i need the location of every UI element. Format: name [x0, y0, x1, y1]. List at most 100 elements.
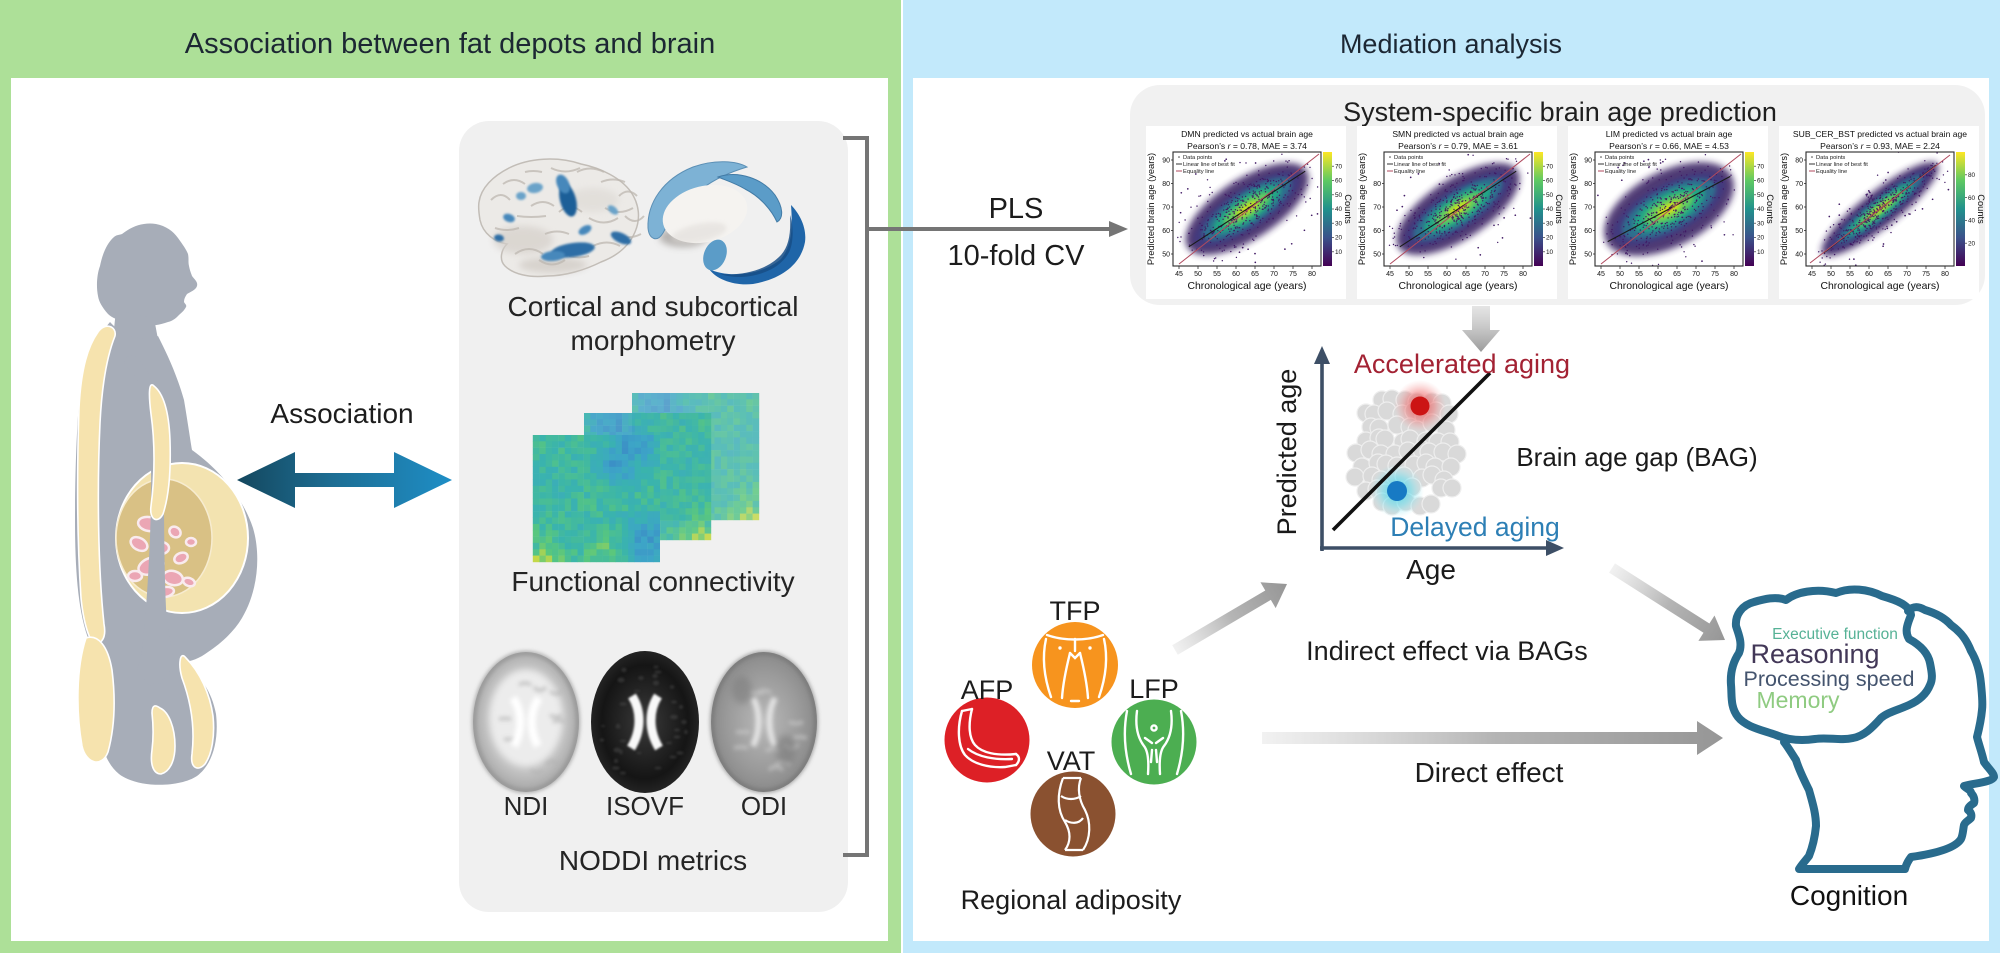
- svg-text:Data points: Data points: [1605, 155, 1634, 161]
- svg-text:PLS: PLS: [989, 193, 1044, 225]
- svg-text:60: 60: [1335, 178, 1343, 185]
- svg-text:50: 50: [1827, 271, 1835, 278]
- svg-text:55: 55: [1213, 271, 1221, 278]
- svg-text:60: 60: [1757, 178, 1765, 185]
- svg-text:Linear line of best fit: Linear line of best fit: [1183, 162, 1235, 168]
- svg-text:80: 80: [1941, 271, 1949, 278]
- svg-text:50: 50: [1616, 271, 1624, 278]
- svg-text:65: 65: [1251, 271, 1259, 278]
- svg-text:55: 55: [1424, 271, 1432, 278]
- svg-text:80: 80: [1308, 271, 1316, 278]
- svg-text:20: 20: [1968, 240, 1976, 247]
- svg-text:10: 10: [1546, 249, 1554, 256]
- svg-text:10-fold CV: 10-fold CV: [947, 240, 1085, 272]
- svg-text:Accelerated aging: Accelerated aging: [1354, 349, 1570, 379]
- svg-text:80: 80: [1519, 271, 1527, 278]
- svg-text:45: 45: [1597, 271, 1605, 278]
- svg-text:Equality line: Equality line: [1816, 169, 1847, 175]
- svg-text:LFP: LFP: [1129, 674, 1179, 704]
- svg-text:50: 50: [1546, 192, 1554, 199]
- svg-text:55: 55: [1846, 271, 1854, 278]
- svg-text:70: 70: [1903, 271, 1911, 278]
- svg-text:55: 55: [1635, 271, 1643, 278]
- svg-text:20: 20: [1335, 235, 1343, 242]
- svg-text:SUB_CER_BST predicted vs actua: SUB_CER_BST predicted vs actual brain ag…: [1793, 129, 1967, 139]
- svg-text:morphometry: morphometry: [571, 325, 736, 356]
- svg-text:Predicted brain age (years): Predicted brain age (years): [1568, 153, 1578, 265]
- svg-text:70: 70: [1335, 164, 1343, 171]
- svg-text:NDI: NDI: [504, 791, 549, 821]
- svg-text:65: 65: [1673, 271, 1681, 278]
- svg-text:Predicted brain age (years): Predicted brain age (years): [1779, 153, 1789, 265]
- svg-text:80: 80: [1795, 157, 1803, 164]
- svg-text:TFP: TFP: [1050, 596, 1101, 626]
- svg-text:70: 70: [1373, 204, 1381, 211]
- svg-text:60: 60: [1654, 271, 1662, 278]
- svg-text:Counts: Counts: [1343, 194, 1353, 224]
- svg-text:40: 40: [1546, 206, 1554, 213]
- svg-text:Brain age gap (BAG): Brain age gap (BAG): [1516, 442, 1757, 472]
- svg-text:Regional adiposity: Regional adiposity: [961, 885, 1182, 915]
- svg-text:75: 75: [1289, 271, 1297, 278]
- svg-text:System-specific brain age pred: System-specific brain age prediction: [1343, 97, 1777, 127]
- svg-text:Equality line: Equality line: [1183, 169, 1214, 175]
- svg-text:40: 40: [1335, 206, 1343, 213]
- svg-text:50: 50: [1335, 192, 1343, 199]
- svg-text:Pearson’s r = 0.93, MAE = 2.24: Pearson’s r = 0.93, MAE = 2.24: [1820, 141, 1940, 151]
- svg-text:Chronological age (years): Chronological age (years): [1610, 281, 1729, 292]
- svg-text:SMN predicted vs actual brain: SMN predicted vs actual brain age: [1392, 129, 1524, 139]
- svg-text:Chronological age (years): Chronological age (years): [1821, 281, 1940, 292]
- svg-text:Reasoning: Reasoning: [1750, 639, 1879, 669]
- svg-text:60: 60: [1584, 228, 1592, 235]
- svg-text:Association between fat depots: Association between fat depots and brain: [185, 28, 715, 60]
- svg-text:Pearson’s r = 0.79, MAE = 3.61: Pearson’s r = 0.79, MAE = 3.61: [1398, 141, 1518, 151]
- svg-text:40: 40: [1795, 251, 1803, 258]
- svg-text:60: 60: [1162, 228, 1170, 235]
- svg-text:80: 80: [1730, 271, 1738, 278]
- svg-text:Counts: Counts: [1765, 194, 1775, 224]
- svg-text:Counts: Counts: [1976, 194, 1986, 224]
- svg-text:70: 70: [1584, 204, 1592, 211]
- svg-text:70: 70: [1481, 271, 1489, 278]
- svg-text:Equality line: Equality line: [1394, 169, 1425, 175]
- svg-text:90: 90: [1162, 157, 1170, 164]
- svg-text:Chronological age (years): Chronological age (years): [1188, 281, 1307, 292]
- svg-text:Linear line of best fit: Linear line of best fit: [1605, 162, 1657, 168]
- svg-text:60: 60: [1373, 228, 1381, 235]
- svg-text:Counts: Counts: [1554, 194, 1564, 224]
- svg-text:50: 50: [1373, 251, 1381, 258]
- svg-text:Mediation analysis: Mediation analysis: [1340, 29, 1562, 59]
- svg-text:45: 45: [1175, 271, 1183, 278]
- svg-text:Direct effect: Direct effect: [1415, 757, 1564, 788]
- svg-text:75: 75: [1922, 271, 1930, 278]
- svg-text:80: 80: [1162, 181, 1170, 188]
- svg-text:70: 70: [1270, 271, 1278, 278]
- svg-text:30: 30: [1757, 221, 1765, 228]
- svg-text:65: 65: [1462, 271, 1470, 278]
- svg-text:Pearson’s r = 0.78, MAE = 3.74: Pearson’s r = 0.78, MAE = 3.74: [1187, 141, 1307, 151]
- svg-text:70: 70: [1692, 271, 1700, 278]
- svg-text:60: 60: [1865, 271, 1873, 278]
- svg-text:Chronological age (years): Chronological age (years): [1399, 281, 1518, 292]
- svg-text:30: 30: [1335, 221, 1343, 228]
- svg-text:Linear line of best fit: Linear line of best fit: [1816, 162, 1868, 168]
- svg-text:VAT: VAT: [1047, 746, 1096, 776]
- svg-text:50: 50: [1194, 271, 1202, 278]
- svg-text:75: 75: [1711, 271, 1719, 278]
- svg-text:60: 60: [1546, 178, 1554, 185]
- svg-text:Predicted age: Predicted age: [1272, 369, 1302, 536]
- svg-text:AFP: AFP: [961, 675, 1014, 705]
- svg-text:70: 70: [1546, 164, 1554, 171]
- svg-text:DMN predicted vs actual brain: DMN predicted vs actual brain age: [1181, 129, 1313, 139]
- svg-text:Cognition: Cognition: [1790, 880, 1908, 911]
- svg-text:80: 80: [1373, 181, 1381, 188]
- svg-text:Functional connectivity: Functional connectivity: [511, 566, 794, 597]
- svg-text:60: 60: [1443, 271, 1451, 278]
- svg-text:Equality line: Equality line: [1605, 169, 1636, 175]
- svg-text:10: 10: [1757, 249, 1765, 256]
- svg-text:80: 80: [1968, 172, 1976, 179]
- svg-text:Data points: Data points: [1394, 155, 1423, 161]
- svg-text:Predicted brain age (years): Predicted brain age (years): [1146, 153, 1156, 265]
- svg-text:Linear line of best fit: Linear line of best fit: [1394, 162, 1446, 168]
- svg-text:80: 80: [1584, 181, 1592, 188]
